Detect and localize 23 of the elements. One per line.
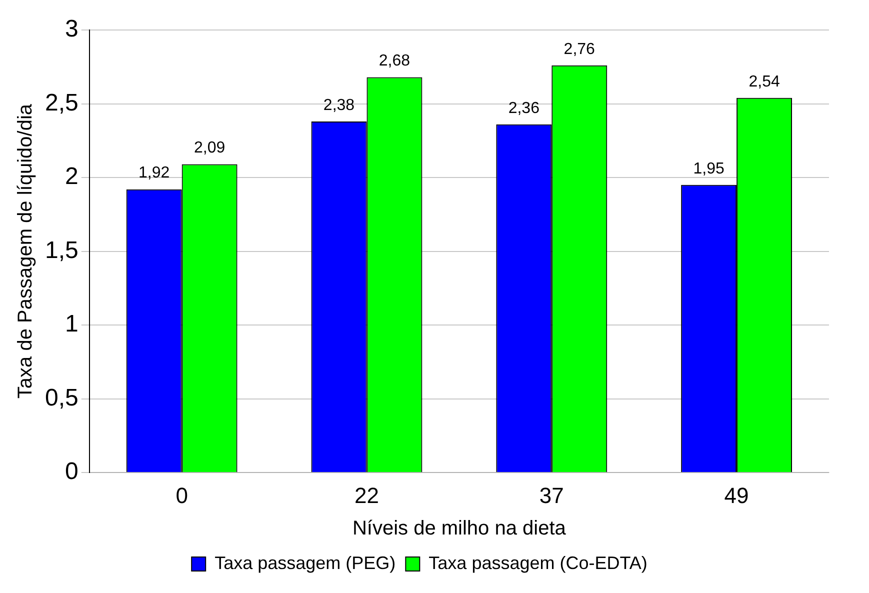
data-label: 1,92	[138, 164, 170, 182]
x-tick-label: 22	[354, 482, 379, 508]
y-tick-label: 2	[65, 163, 78, 190]
y-axis-title: Taxa de Passagem de líquido/dia	[14, 103, 37, 399]
legend-label: Taxa passagem (PEG)	[214, 552, 396, 573]
x-tick-label: 0	[176, 482, 188, 508]
y-tick-label: 2,5	[44, 89, 78, 116]
x-tick-label: 37	[539, 482, 564, 508]
legend-label: Taxa passagem (Co-EDTA)	[428, 552, 648, 573]
data-label: 2,36	[508, 100, 540, 117]
data-label: 2,68	[378, 52, 410, 70]
data-label: 2,38	[323, 96, 355, 114]
y-tick-label: 1,5	[44, 236, 78, 264]
data-label: 1,95	[693, 160, 724, 178]
y-tick-label: 1	[65, 310, 78, 338]
y-tick-label: 0	[65, 458, 78, 486]
y-tick-label: 0,5	[44, 384, 78, 412]
data-label: 2,09	[194, 140, 226, 157]
data-label: 2,54	[748, 73, 780, 90]
y-tick-label: 3	[65, 16, 78, 43]
x-axis-title: Níveis de milho na dieta	[352, 518, 567, 540]
x-tick-label: 49	[724, 482, 749, 508]
data-label: 2,76	[564, 40, 596, 58]
